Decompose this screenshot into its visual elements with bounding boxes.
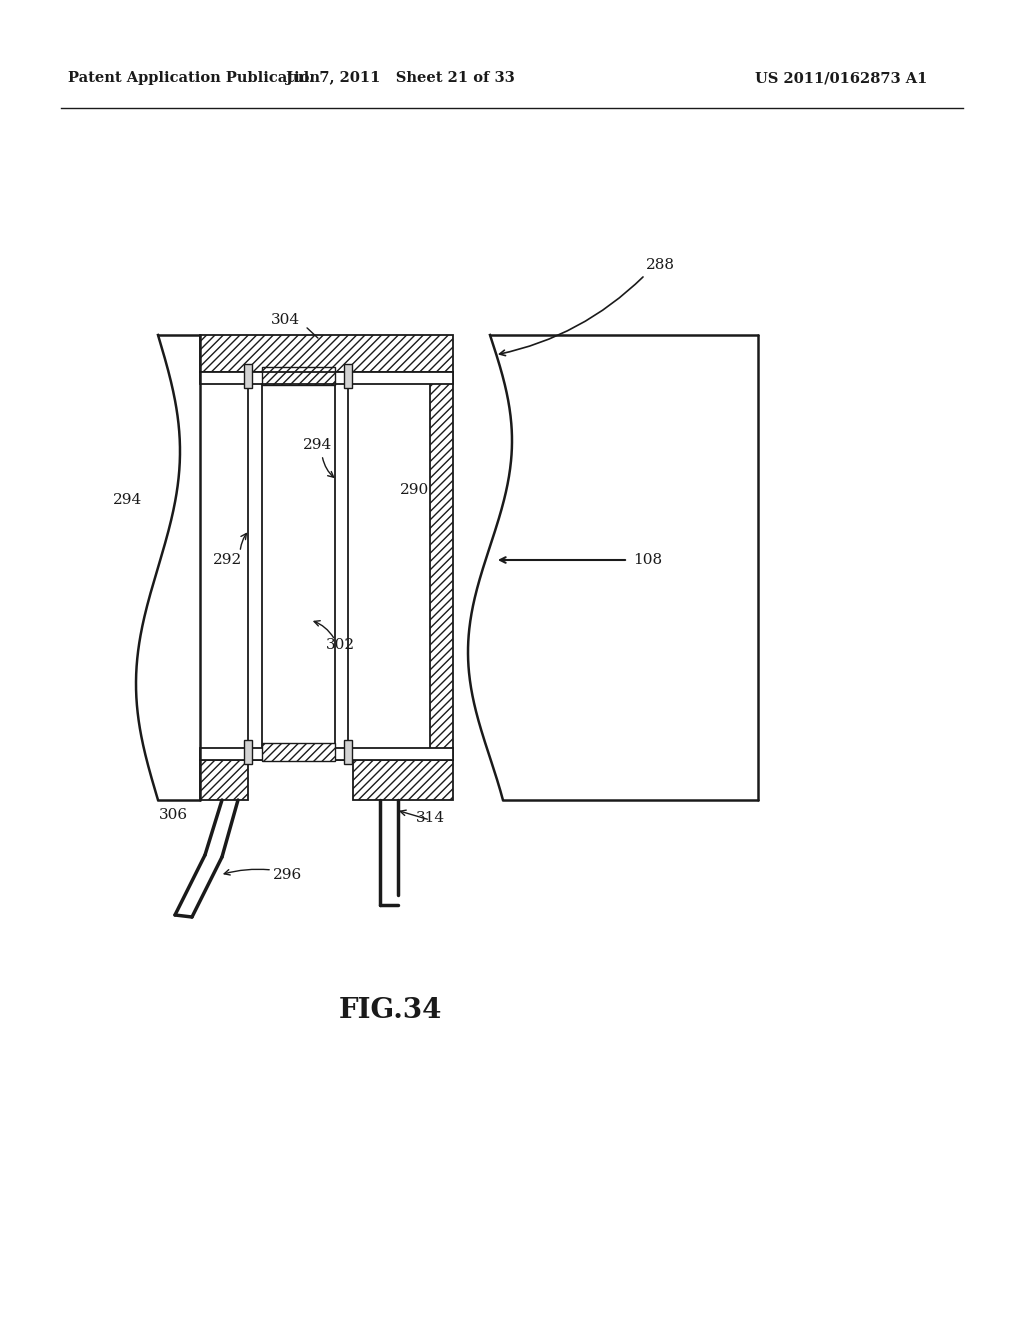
Text: 314: 314 (416, 810, 444, 825)
Bar (262, 367, 335, 385)
Text: Patent Application Publication: Patent Application Publication (68, 71, 319, 84)
Bar (344, 741, 352, 764)
Text: Jul. 7, 2011   Sheet 21 of 33: Jul. 7, 2011 Sheet 21 of 33 (286, 71, 514, 84)
Bar (200, 372, 453, 384)
Bar (353, 760, 453, 800)
Bar (244, 741, 252, 764)
Text: FIG.34: FIG.34 (338, 997, 441, 1023)
Text: 294: 294 (114, 492, 142, 507)
Bar (244, 364, 252, 388)
Bar (200, 335, 453, 372)
Text: 288: 288 (645, 257, 675, 272)
Text: 290: 290 (400, 483, 430, 498)
Bar (200, 748, 453, 760)
Bar (262, 743, 335, 762)
Text: 302: 302 (326, 638, 354, 652)
Bar (344, 364, 352, 388)
Text: 292: 292 (213, 553, 243, 568)
Text: 306: 306 (159, 808, 187, 822)
Text: 296: 296 (273, 869, 303, 882)
Text: 108: 108 (634, 553, 663, 568)
Bar (335, 372, 348, 760)
Bar (200, 760, 248, 800)
Text: US 2011/0162873 A1: US 2011/0162873 A1 (755, 71, 928, 84)
Bar (248, 372, 262, 760)
Text: 304: 304 (270, 313, 300, 327)
Text: 294: 294 (303, 438, 333, 451)
Bar (430, 372, 453, 760)
